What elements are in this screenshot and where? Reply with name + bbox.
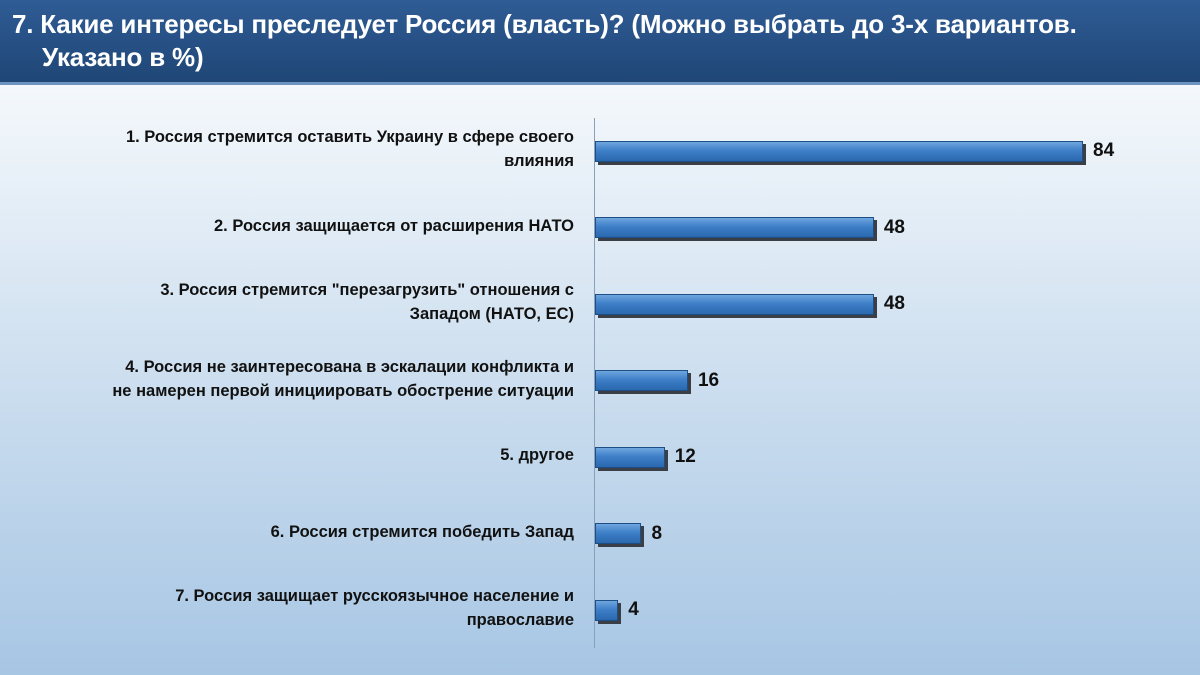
slide-title-line2: Указано в %) (42, 42, 204, 72)
bar (595, 293, 874, 315)
category-label-line: 4. Россия не заинтересована в эскалации … (125, 357, 574, 376)
category-label-line: 1. Россия стремится оставить Украину в с… (125, 128, 574, 146)
category-label-line: не намерен первой инициировать обострени… (112, 381, 574, 400)
bar (595, 140, 1083, 162)
category-label: 2. Россия защищается от расширения НАТО (14, 214, 574, 238)
category-label-line: православие (466, 611, 574, 629)
category-label-line: влияния (504, 152, 574, 170)
bar (595, 370, 688, 391)
category-label: 7. Россия защищает русскоязычное населен… (14, 584, 574, 632)
category-label-line: 3. Россия стремится "перезагрузить" отно… (160, 281, 574, 299)
category-label-line: 2. Россия защищается от расширения НАТО (214, 216, 574, 235)
value-label: 8 (651, 522, 663, 544)
category-label-line: Западом (НАТО, ЕС) (409, 305, 574, 323)
category-label-line: 6. Россия стремится победить Запад (270, 522, 574, 541)
value-label: 48 (883, 293, 905, 314)
category-label: 4. Россия не заинтересована в эскалации … (14, 355, 574, 403)
value-label: 48 (883, 216, 905, 238)
slide-header: 7. Какие интересы преследует Россия (вла… (0, 0, 1200, 85)
category-label: 6. Россия стремится победить Запад (14, 520, 574, 544)
category-label: 1. Россия стремится оставить Украину в с… (14, 125, 574, 173)
bar (595, 523, 642, 544)
category-label: 3. Россия стремится "перезагрузить" отно… (14, 278, 574, 326)
bar (595, 446, 665, 468)
category-label-line: 5. другое (500, 446, 574, 464)
category-label: 5. другое (14, 443, 574, 467)
value-label: 4 (628, 599, 639, 620)
bar (595, 599, 619, 621)
category-axis-line (594, 118, 595, 648)
bar (595, 217, 874, 238)
slide-title: 7. Какие интересы преследует Россия (вла… (12, 8, 1092, 74)
slide-title-line1: 7. Какие интересы преследует Россия (вла… (12, 9, 1077, 39)
value-label: 84 (1093, 140, 1115, 161)
category-label-line: 7. Россия защищает русскоязычное населен… (175, 587, 574, 605)
value-label: 12 (674, 446, 696, 467)
value-label: 16 (697, 369, 720, 391)
